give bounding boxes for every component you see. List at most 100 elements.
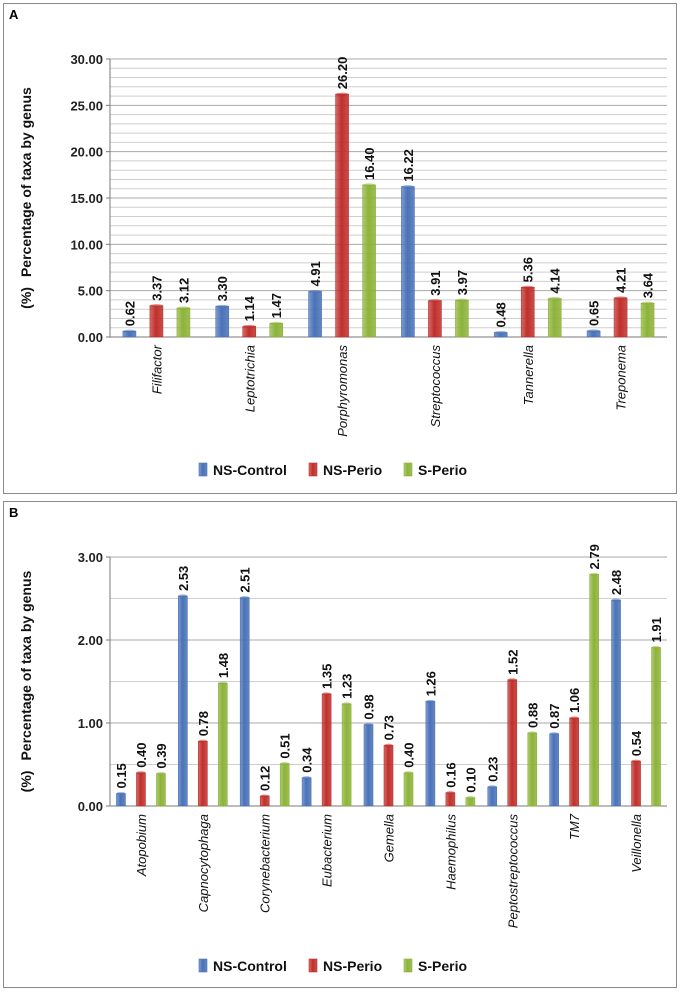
y-axis-title-text: Percentage of taxa by genus: [18, 87, 34, 277]
y-tick-label: 20.00: [70, 145, 103, 160]
y-tick-label: 25.00: [70, 98, 103, 113]
data-label: 0.16: [443, 762, 458, 787]
bar-ns-control-eubacterium: [301, 777, 312, 807]
data-label: 3.97: [455, 270, 470, 295]
legend-swatch-ns-perio: [308, 958, 318, 973]
x-category-label: Atopobium: [134, 814, 149, 877]
data-label: 0.10: [463, 767, 478, 792]
bar-top-cap: [156, 772, 166, 776]
data-label: 0.98: [362, 694, 377, 719]
data-label: 0.65: [587, 301, 602, 326]
x-category-label: Filifactor: [149, 344, 164, 394]
bar-top-cap: [364, 723, 373, 727]
y-tick-label: 0.00: [78, 330, 103, 345]
bar-s-perio-treponema: [640, 302, 655, 338]
bar-top-cap: [465, 796, 475, 800]
bar-top-cap: [149, 304, 163, 308]
bar-ns-perio-porphyromonas: [335, 93, 349, 338]
bar-ns-control-tm7: [549, 733, 559, 807]
data-label: 1.48: [216, 653, 231, 678]
bar-top-cap: [589, 572, 599, 577]
bar-top-cap: [322, 692, 332, 696]
bar-top-cap: [122, 329, 136, 333]
bar-ns-perio-gemella: [383, 745, 394, 807]
bar-s-perio-veillonella: [651, 647, 661, 807]
bar-ns-perio-veillonella: [631, 760, 641, 807]
bar-s-perio-porphyromonas: [362, 184, 376, 338]
bar-top-cap: [136, 771, 146, 775]
bar-s-perio-tm7: [589, 574, 599, 807]
data-label: 1.23: [340, 674, 355, 699]
data-label: 0.15: [114, 763, 129, 788]
bar-ns-perio-filifactor: [149, 305, 164, 338]
data-label: 16.22: [401, 149, 416, 182]
bar-top-cap: [614, 296, 628, 300]
bar-s-perio-filifactor: [176, 307, 191, 338]
bar-ns-perio-eubacterium: [321, 693, 332, 807]
bar-ns-perio-capnocytophaga: [198, 740, 208, 807]
x-category-label: Streptococcus: [428, 345, 443, 428]
bar-s-perio-gemella: [403, 772, 414, 807]
y-tick-label: 15.00: [70, 191, 103, 206]
data-label: 0.88: [525, 703, 540, 728]
legend-swatch-ns-control: [198, 958, 208, 973]
chart-panel-b: B 0.00 1.00 2.00 3.00 (%) Percentage of taxa …: [3, 501, 677, 988]
y-tick-label: 1.00: [78, 716, 103, 731]
bar-ns-perio-haemophilus: [445, 792, 456, 807]
bar-top-cap: [176, 306, 190, 310]
bar-ns-control-haemophilus: [425, 701, 436, 807]
x-category-label: Eubacterium: [320, 814, 335, 887]
legend-label-ns-perio: NS-Perio: [323, 462, 382, 478]
bar-top-cap: [401, 185, 415, 189]
data-label: 3.91: [428, 270, 443, 295]
bar-s-perio-leptotrichia: [269, 323, 284, 338]
bar-top-cap: [548, 297, 562, 301]
y-axis-title-text: Percentage of taxa by genus: [18, 570, 34, 760]
bar-top-cap: [242, 324, 256, 329]
bar-top-cap: [425, 699, 435, 704]
bar-top-cap: [240, 596, 250, 600]
bar-top-cap: [527, 731, 537, 735]
x-category-label: Treponema: [614, 345, 629, 411]
bar-top-cap: [641, 301, 655, 305]
bar-top-cap: [362, 183, 376, 187]
x-category-label: Veillonella: [629, 814, 644, 873]
bar-ns-control-capnocytophaga: [178, 595, 188, 807]
data-label: 0.51: [278, 733, 293, 758]
bar-ns-perio-tm7: [569, 717, 579, 807]
data-label: 1.47: [269, 293, 284, 318]
bar-top-cap: [507, 678, 517, 682]
legend-label-ns-control: NS-Control: [213, 958, 287, 974]
bar-top-cap: [178, 594, 188, 598]
data-label: 0.62: [122, 301, 137, 326]
data-label: 0.40: [402, 742, 417, 767]
data-label: 0.23: [485, 757, 500, 782]
bar-top-cap: [428, 299, 442, 303]
bar-top-cap: [342, 702, 352, 706]
bar-ns-perio-treponema: [613, 297, 628, 338]
bar-ns-control-veillonella: [611, 599, 621, 807]
data-label: 0.39: [154, 743, 169, 768]
data-label: 4.14: [548, 268, 563, 294]
data-label: 0.78: [196, 711, 211, 736]
bar-top-cap: [611, 598, 621, 602]
data-label: 3.37: [149, 275, 164, 300]
bar-top-cap: [215, 304, 229, 309]
bar-chart-a: 0.00 5.00 10.00 15.00 20.00 25.00 30.00 (%) Perc…: [18, 52, 667, 478]
legend-label-ns-perio: NS-Perio: [323, 958, 382, 974]
bar-ns-control-leptotrichia: [215, 306, 230, 338]
data-label: 1.06: [567, 688, 582, 713]
legend-swatch-s-perio: [403, 462, 413, 477]
bar-top-cap: [269, 321, 283, 325]
data-label: 0.12: [258, 766, 273, 791]
bar-ns-perio-atopobium: [136, 772, 146, 807]
bar-ns-perio-tannerella: [520, 287, 535, 338]
y-tick-label: 30.00: [70, 52, 103, 67]
data-label: 4.21: [614, 268, 629, 293]
bar-top-cap: [569, 716, 579, 720]
bar-ns-perio-streptococcus: [428, 300, 442, 338]
bar-ns-control-streptococcus: [401, 186, 415, 338]
bar-top-cap: [198, 739, 208, 743]
bar-top-cap: [404, 771, 413, 775]
data-label: 0.48: [494, 302, 509, 327]
